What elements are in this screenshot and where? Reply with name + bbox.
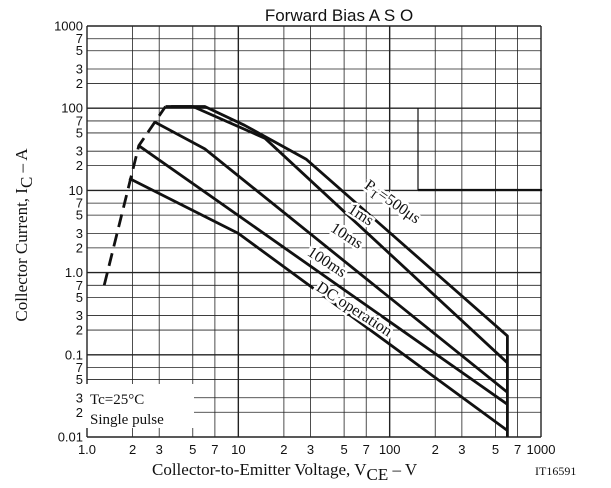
y-tick-label-21: 2 (76, 76, 83, 91)
x-tick-label-9: 7 (363, 442, 370, 457)
y-tick-label-1: 2 (76, 405, 83, 420)
x-tick-label-6: 2 (280, 442, 287, 457)
x-tick-label-14: 7 (514, 442, 521, 457)
curve-label-1: 1ms (345, 201, 377, 230)
series-line-0 (165, 105, 509, 437)
x-tick-label-4: 7 (211, 442, 218, 457)
y-axis-label: Collector Current, IC – A (12, 148, 36, 322)
y-tick-label-18: 5 (76, 125, 83, 140)
grid (86, 25, 542, 438)
y-tick-label-11: 2 (76, 240, 83, 255)
curve-label-4: DC operation (313, 279, 395, 340)
series-line-5 (102, 105, 167, 286)
series-line-2 (154, 120, 509, 394)
y-tick-label-3: 5 (76, 372, 83, 387)
x-tick-label-10: 100 (379, 442, 401, 457)
curves (102, 105, 509, 437)
y-tick-label-9: 7 (76, 278, 83, 293)
y-tick-label-8: 5 (76, 290, 83, 305)
x-tick-label-5: 10 (231, 442, 245, 457)
y-tick-label-2: 3 (76, 390, 83, 405)
x-tick-label-11: 2 (432, 442, 439, 457)
y-tick-label-20: 100 (61, 101, 83, 116)
y-tick-label-0: 0.01 (58, 430, 83, 445)
y-tick-label-7: 3 (76, 308, 83, 323)
x-tick-label-12: 3 (458, 442, 465, 457)
y-tick-label-24: 7 (76, 31, 83, 46)
y-tick-label-13: 5 (76, 208, 83, 223)
y-tick-label-23: 5 (76, 43, 83, 58)
x-tick-label-2: 3 (156, 442, 163, 457)
x-tick-label-15: 1000 (527, 442, 556, 457)
annotation-box (86, 384, 194, 428)
y-tick-label-14: 7 (76, 196, 83, 211)
x-tick-label-0: 1.0 (78, 442, 96, 457)
y-tick-label-10: 1.0 (65, 265, 83, 280)
safe-operating-area-outline (417, 108, 543, 192)
y-tick-label-17: 3 (76, 144, 83, 159)
y-tick-label-25: 1000 (54, 19, 83, 34)
y-tick-label-16: 2 (76, 158, 83, 173)
x-tick-label-3: 5 (189, 442, 196, 457)
part-number: IT16591 (535, 464, 576, 478)
y-tick-label-22: 3 (76, 61, 83, 76)
series-line-4 (128, 177, 509, 432)
y-tick-label-5: 0.1 (65, 347, 83, 362)
x-tick-label-8: 5 (340, 442, 347, 457)
y-tick-label-19: 7 (76, 113, 83, 128)
curve-label-3: 100ms (304, 244, 349, 281)
series-line-3 (137, 144, 509, 406)
pulse-annotation: Single pulse (90, 412, 164, 428)
y-tick-label-12: 3 (76, 226, 83, 241)
chart-title: Forward Bias A S O (265, 6, 413, 25)
y-tick-label-6: 2 (76, 323, 83, 338)
x-axis-label: Collector-to-Emitter Voltage, VCE – V (152, 460, 418, 484)
x-tick-label-1: 2 (129, 442, 136, 457)
temperature-annotation: Tc=25°C (90, 392, 144, 408)
y-tick-label-4: 7 (76, 360, 83, 375)
y-tick-label-15: 10 (69, 183, 83, 198)
x-tick-label-7: 3 (307, 442, 314, 457)
x-tick-labels: 1.0 2 3 5 7 10 2 3 5 7 100 2 3 5 7 1000 (78, 442, 556, 457)
series-line-1 (171, 105, 509, 364)
x-tick-label-13: 5 (492, 442, 499, 457)
